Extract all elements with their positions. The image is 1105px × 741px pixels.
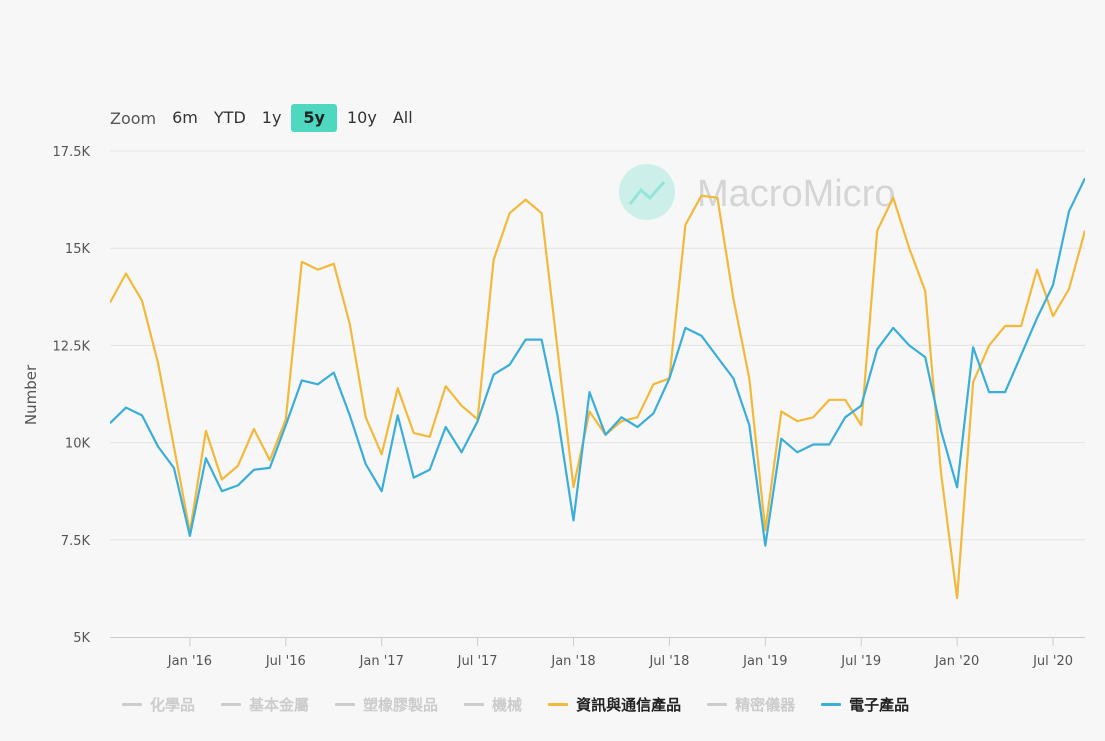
x-tick-label: Jan '17 [359, 654, 404, 669]
x-tick-label: Jul '16 [265, 654, 306, 669]
legend-swatch [122, 703, 142, 706]
x-tick-label: Jan '16 [167, 654, 212, 669]
legend-label: 塑橡膠製品 [363, 696, 439, 714]
y-tick-label: 7.5K [61, 534, 91, 549]
zoom-6m-button[interactable]: 6m [172, 108, 198, 127]
y-axis-title: Number [22, 364, 40, 425]
zoom-ytd-button[interactable]: YTD [213, 108, 246, 127]
y-tick-label: 5K [73, 631, 90, 646]
watermark: MacroMicro [619, 164, 895, 220]
legend-item[interactable]: 化學品 [122, 694, 195, 715]
x-tick-label: Jan '20 [934, 654, 979, 669]
y-tick-label: 17.5K [53, 145, 91, 160]
legend-swatch [548, 703, 569, 706]
watermark-trend-icon [628, 181, 666, 205]
zoom-10y-button[interactable]: 10y [346, 108, 377, 127]
legend-swatch [335, 703, 356, 706]
legend-item[interactable]: 基本金屬 [221, 694, 309, 715]
y-tick-label: 12.5K [53, 339, 91, 354]
legend-label: 基本金屬 [249, 696, 310, 714]
watermark-logo-icon [619, 164, 675, 220]
zoom-bar: Zoom 6m YTD 1y 5y 10y All [110, 103, 423, 133]
series-lines [110, 177, 1085, 600]
x-tick-label: Jul '19 [840, 654, 881, 669]
series-line-0 [110, 194, 1085, 600]
legend-swatch [821, 703, 842, 706]
x-tick-label: Jul '18 [648, 654, 689, 669]
legend: 化學品 基本金屬 塑橡膠製品 機械 資訊與通信產品 精密儀器 電子產品 [122, 694, 935, 715]
y-tick-label: 10K [65, 437, 91, 452]
x-tick-label: Jul '17 [457, 654, 498, 669]
x-axis: Jan '16 Jul '16 Jan '17 Jul '17 Jan '18 Jul '… [110, 637, 1085, 669]
legend-swatch [464, 703, 485, 706]
zoom-label: Zoom [110, 108, 157, 128]
legend-swatch [707, 703, 728, 706]
zoom-all-button[interactable]: All [392, 108, 413, 127]
y-axis: 5K 7.5K 10K 12.5K 15K 17.5K [53, 145, 91, 646]
x-tick-label: Jul '20 [1032, 654, 1073, 669]
legend-label: 化學品 [150, 696, 196, 714]
x-tick-label: Jan '19 [742, 654, 787, 669]
legend-label: 資訊與通信產品 [576, 696, 682, 714]
x-tick-label: Jan '18 [550, 654, 595, 669]
grid-lines [110, 150, 1085, 541]
legend-label: 機械 [492, 696, 523, 714]
legend-item[interactable]: 塑橡膠製品 [335, 694, 438, 715]
zoom-5y-button[interactable]: 5y [291, 104, 337, 132]
series-line-1 [110, 177, 1085, 547]
legend-item[interactable]: 資訊與通信產品 [548, 694, 681, 715]
legend-swatch [221, 703, 242, 706]
legend-item[interactable]: 機械 [464, 694, 522, 715]
zoom-1y-button[interactable]: 1y [261, 108, 282, 127]
legend-item[interactable]: 電子產品 [821, 694, 909, 715]
legend-item[interactable]: 精密儀器 [707, 694, 795, 715]
legend-label: 精密儀器 [735, 696, 796, 714]
y-tick-label: 15K [65, 242, 91, 257]
watermark-text: MacroMicro [697, 173, 895, 215]
legend-label: 電子產品 [849, 696, 910, 714]
